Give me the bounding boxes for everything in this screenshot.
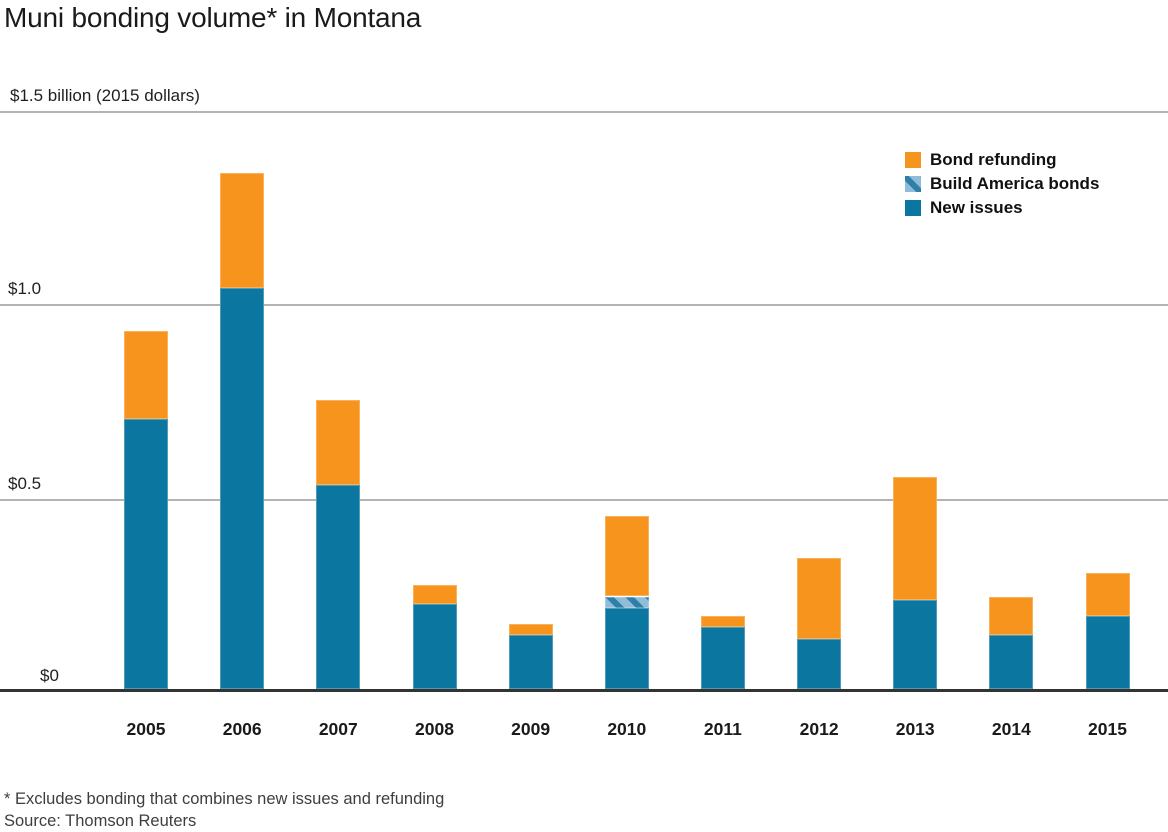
bond-refunding-swatch-icon [905,151,921,168]
bar-segment-bond-refunding [412,585,457,605]
bar-segment-new-issues [508,635,553,689]
x-axis-label-2010: 2010 [607,719,647,739]
bar-segment-bond-refunding [797,558,842,639]
bar-segment-bond-refunding [1085,573,1130,616]
bar-segment-new-issues [989,635,1034,689]
x-axis-label-2008: 2008 [415,719,454,739]
bar-segment-bond-refunding [508,623,553,636]
bar-segment-bond-refunding [604,515,649,597]
bar-segment-bond-refunding [989,596,1034,635]
x-axis-label-2007: 2007 [318,719,358,739]
x-axis-label-2014: 2014 [991,719,1031,739]
gridline-1-5 [0,111,1168,113]
bar-segment-bond-refunding [316,400,361,485]
bar-segment-bond-refunding [220,172,265,289]
x-axis-label-2005: 2005 [126,719,166,739]
legend-item-build-america-bonds: Build America bonds [905,175,1099,192]
new-issues-swatch-icon [905,199,921,216]
y-axis-unit-label: $1.5 billion (2015 dollars) [10,86,200,105]
bar-segment-new-issues [412,604,457,689]
x-axis-label-2006: 2006 [222,719,262,739]
bar-segment-new-issues [700,627,745,689]
bar-segment-new-issues [604,608,649,689]
legend-label-new-issues: New issues [930,198,1023,217]
bar-segment-bond-refunding [893,477,938,601]
x-axis-label-2013: 2013 [895,719,935,739]
source-credit: Source: Thomson Reuters [4,812,197,830]
footnote-excludes: * Excludes bonding that combines new iss… [4,790,445,808]
x-axis-baseline [0,689,1168,692]
build-america-bonds-swatch-icon [905,175,921,192]
bar-segment-new-issues [316,484,361,689]
bar-segment-bond-refunding [124,330,168,420]
x-axis-label-2011: 2011 [703,719,742,739]
legend-item-bond-refunding: Bond refunding [905,151,1099,168]
x-axis-label-2015: 2015 [1088,719,1127,739]
bar-segment-bond-refunding [700,615,745,628]
chart-title: Muni bonding volume* in Montana [4,2,422,33]
legend-label-bond-refunding: Bond refunding [930,150,1057,169]
bar-segment-new-issues [797,638,842,689]
legend-item-new-issues: New issues [905,199,1099,216]
bar-segment-new-issues [220,288,265,689]
bar-segment-build-america-bonds [604,596,649,609]
gridline-0-5 [0,499,1168,501]
y-axis-tick-label-0: $0 [40,666,59,685]
bar-segment-new-issues [124,419,168,689]
legend-label-build-america-bonds: Build America bonds [930,174,1100,193]
y-axis-tick-label-1-0: $1.0 [8,279,42,298]
gridline-1-0 [0,304,1168,306]
y-axis-tick-label-0-5: $0.5 [8,474,42,493]
bar-segment-new-issues [1085,615,1130,689]
bar-segment-new-issues [893,600,938,689]
x-axis-label-2009: 2009 [511,719,551,739]
x-axis-label-2012: 2012 [799,719,839,739]
legend: Bond refunding Build America bonds New i… [905,151,1099,223]
